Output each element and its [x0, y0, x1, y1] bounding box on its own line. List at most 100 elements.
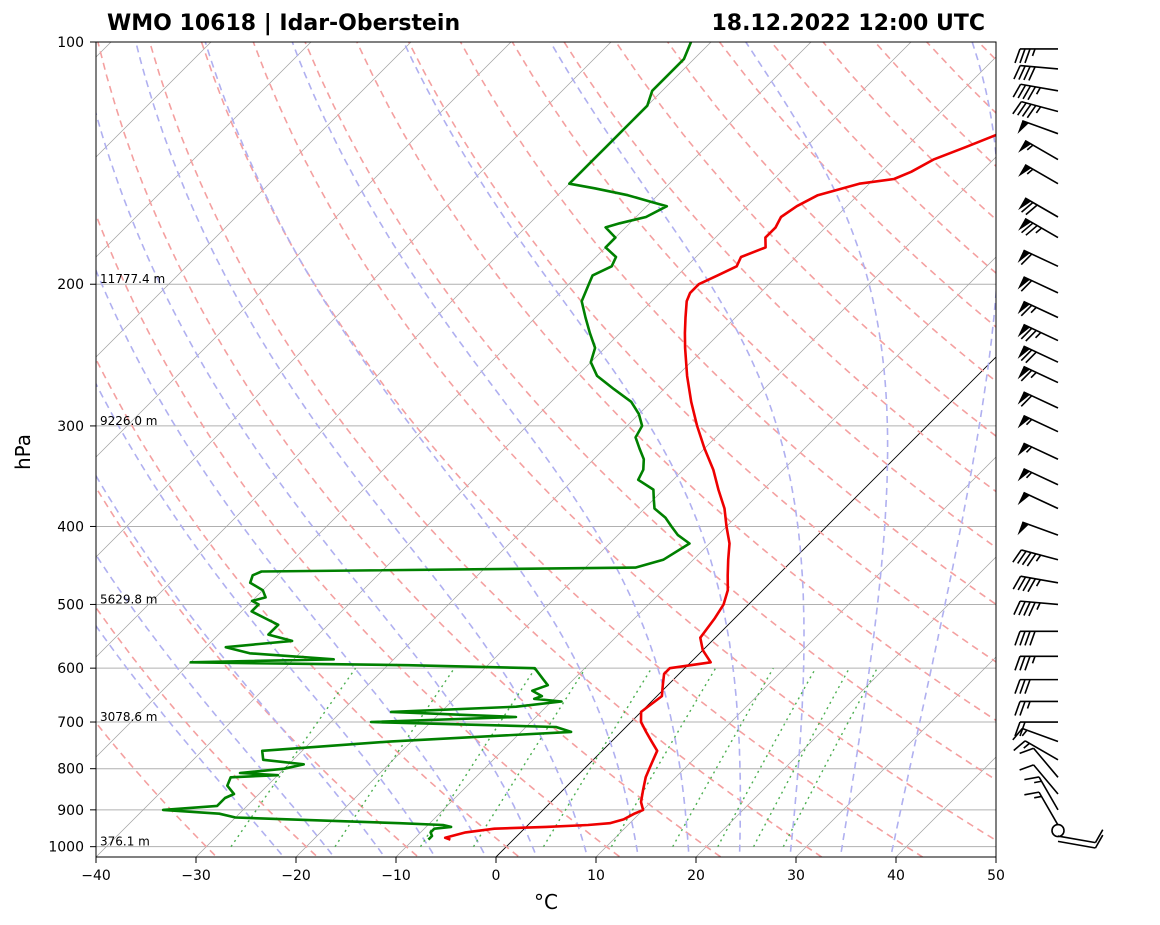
wind-barb [1017, 442, 1059, 460]
series-0-line [443, 133, 996, 841]
x-tick-label: −20 [281, 868, 311, 884]
isotherm [96, 42, 912, 857]
moist-adiabat [745, 42, 889, 857]
wind-barb [1012, 549, 1059, 567]
y-axis: 1000 900 800 700 600 500 400 300 200 100 [48, 35, 96, 856]
wind-barb [1018, 197, 1059, 218]
dry-adiabat [615, 42, 996, 438]
y-tick-label: 600 [57, 661, 84, 677]
x-tick-label: 30 [787, 868, 805, 884]
wind-barb [1014, 48, 1058, 64]
wind-barb [1017, 345, 1059, 364]
x-tick-label: 10 [587, 868, 605, 884]
mixing-ratio-line [542, 667, 653, 848]
height-labels: 376.1 m 3078.6 m 5629.8 m 9226.0 m 11777.4 m [100, 272, 165, 848]
wind-barb [1057, 829, 1104, 844]
mixing-ratio-line [419, 667, 536, 848]
isotherm [495, 356, 996, 857]
isotherm [395, 256, 996, 857]
wind-barb [1018, 164, 1059, 185]
wind-barb [1014, 630, 1058, 646]
wind-barb [1017, 249, 1059, 268]
dry-adiabat [304, 42, 996, 781]
wind-barb [1013, 740, 1059, 761]
y-tick-label: 100 [57, 35, 84, 51]
wind-barb [1019, 747, 1059, 778]
height-label: 9226.0 m [100, 414, 158, 428]
wind-barb [1014, 678, 1058, 694]
x-tick-label: 0 [492, 868, 501, 884]
dry-adiabat [97, 42, 723, 857]
y-tick-label: 500 [57, 597, 84, 613]
isotherm [0, 42, 11, 857]
wind-barb [1012, 83, 1059, 101]
dry-adiabat [977, 42, 996, 61]
height-label: 3078.6 m [100, 710, 158, 724]
wind-barb [1012, 575, 1059, 593]
wind-barb [1017, 467, 1059, 486]
dry-adiabat [96, 486, 420, 857]
moist-adiabat [96, 268, 487, 857]
dry-adiabat [563, 42, 996, 493]
isotherm [96, 42, 612, 558]
wind-barb [1017, 414, 1059, 433]
mixing-ratio-line [782, 667, 878, 848]
wind-barb [1017, 276, 1059, 294]
y-tick-label: 900 [57, 803, 84, 819]
wind-barb [1018, 217, 1059, 239]
wind-barb [1014, 721, 1058, 737]
moist-adiabat [96, 624, 285, 857]
dry-adiabat [667, 42, 996, 383]
moist-adiabat [549, 42, 805, 857]
title-right: 18.12.2022 12:00 UTC [711, 11, 985, 36]
dry-adiabat [200, 42, 925, 857]
moist-adiabat [889, 42, 996, 857]
moist-adiabat [135, 42, 589, 857]
wind-barb [1051, 823, 1065, 838]
x-tick-label: −30 [181, 868, 211, 884]
isotherm [295, 156, 996, 857]
wind-barbs [1012, 48, 1104, 849]
moist-adiabat [96, 382, 437, 857]
dry-adiabat [356, 42, 996, 722]
mixing-ratio-line [752, 667, 850, 848]
dry-adiabat [252, 42, 996, 842]
y-tick-label: 300 [57, 419, 84, 435]
isotherm [96, 42, 512, 458]
data-lines [161, 42, 996, 841]
isotherm [195, 56, 996, 857]
wind-barb [1014, 700, 1058, 716]
wind-barb [1024, 776, 1059, 811]
isotherm [795, 656, 996, 857]
dry-adiabat [718, 42, 996, 329]
mixing-ratio-line [610, 667, 717, 848]
wind-barb [1017, 323, 1059, 342]
wind-barb [1017, 119, 1059, 135]
y-axis-label: hPa [11, 434, 35, 470]
wind-barb [1012, 100, 1059, 119]
isotherm [695, 556, 996, 857]
wind-barb [1017, 300, 1059, 319]
mixing-ratio-line [672, 667, 774, 848]
wind-barb [1017, 491, 1059, 510]
wind-barb [1012, 727, 1059, 743]
x-tick-label: −40 [81, 868, 111, 884]
x-axis: −40 −30 −20 −10 0 10 20 30 40 50 [81, 857, 1005, 884]
plot-frame [95, 41, 997, 858]
dry-adiabat [511, 42, 996, 549]
y-tick-label: 1000 [48, 840, 84, 856]
wind-barb [1057, 834, 1104, 849]
y-tick-label: 700 [57, 715, 84, 731]
mixing-ratio-line [472, 667, 586, 848]
dry-adiabat [96, 357, 521, 857]
wind-barb [1017, 391, 1059, 409]
wind-barb [1019, 764, 1059, 795]
isotherm [96, 42, 812, 758]
height-label: 11777.4 m [100, 272, 165, 286]
wind-barb [1017, 521, 1059, 536]
moist-adiabat [402, 42, 742, 857]
isotherm [96, 42, 712, 658]
dry-adiabat [407, 42, 996, 663]
dry-adiabat [96, 212, 622, 857]
x-tick-label: 40 [887, 868, 905, 884]
